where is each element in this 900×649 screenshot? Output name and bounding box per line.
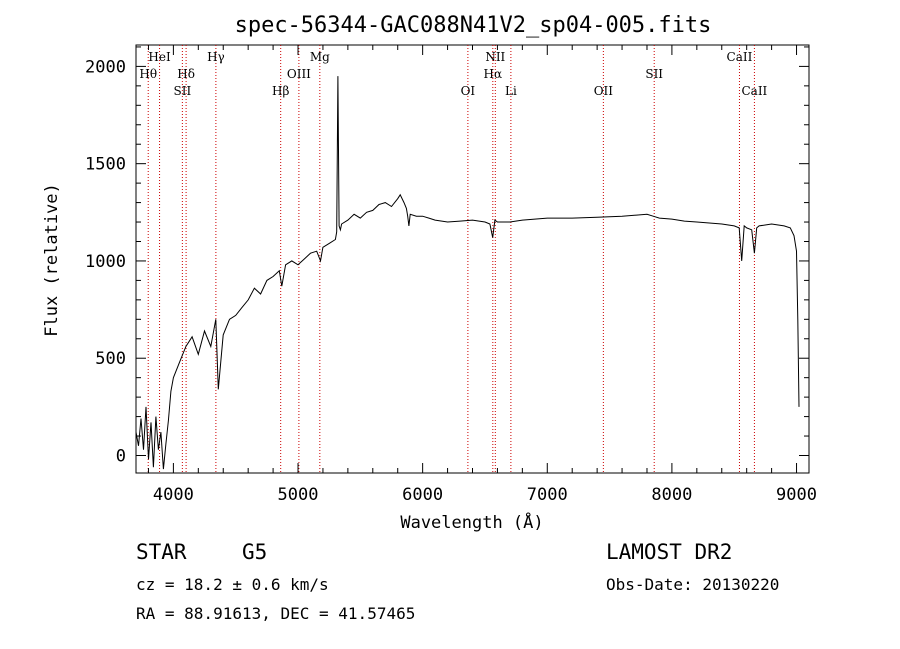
axis-ticks: 4000 5000 6000 7000 8000 9000 0 500 1000 1500 2000 xyxy=(85,45,817,505)
line-marker-label: Hβ xyxy=(272,84,289,98)
line-marker-label: Hδ xyxy=(177,67,195,81)
line-marker-label: SII xyxy=(174,84,192,98)
y-tick-label: 2000 xyxy=(85,57,126,77)
line-marker-label: Hα xyxy=(484,67,503,81)
line-marker-label: HeI xyxy=(148,50,171,64)
line-marker-label: OIII xyxy=(287,67,311,81)
line-marker-label: NII xyxy=(485,50,505,64)
line-marker-label: CaII xyxy=(741,84,767,98)
survey-name: LAMOST DR2 xyxy=(606,540,733,564)
y-tick-label: 1500 xyxy=(85,155,126,175)
observation-date: Obs-Date: 20130220 xyxy=(606,575,780,594)
x-tick-label: 9000 xyxy=(776,485,817,505)
y-tick-label: 0 xyxy=(116,446,126,466)
x-tick-label: 7000 xyxy=(527,485,568,505)
line-marker-label: SII xyxy=(645,67,663,81)
line-marker-label: Hθ xyxy=(139,67,157,81)
line-marker-label: Li xyxy=(505,84,517,98)
x-tick-label: 5000 xyxy=(278,485,319,505)
x-tick-label: 8000 xyxy=(651,485,692,505)
object-subclass: G5 xyxy=(242,540,268,564)
line-marker-label: OI xyxy=(461,84,476,98)
y-tick-label: 1000 xyxy=(85,252,126,272)
plot-frame xyxy=(135,44,810,474)
x-axis-label: Wavelength (Å) xyxy=(400,511,543,533)
object-class: STAR xyxy=(136,540,187,564)
y-tick-label: 500 xyxy=(95,349,126,369)
redshift-readout: cz = 18.2 ± 0.6 km/s xyxy=(136,575,329,594)
x-tick-label: 6000 xyxy=(402,485,443,505)
line-marker-label: Hγ xyxy=(207,50,225,64)
line-marker-label: CaII xyxy=(727,50,753,64)
y-axis-label: Flux (relative) xyxy=(42,183,62,337)
x-tick-label: 4000 xyxy=(153,485,194,505)
coordinates-readout: RA = 88.91613, DEC = 41.57465 xyxy=(136,604,416,623)
line-marker-label: Mg xyxy=(310,50,330,64)
chart-title: spec-56344-GAC088N41V2_sp04-005.fits xyxy=(235,13,712,38)
spectrum-series-line xyxy=(135,76,800,470)
line-marker-label: OII xyxy=(594,84,614,98)
